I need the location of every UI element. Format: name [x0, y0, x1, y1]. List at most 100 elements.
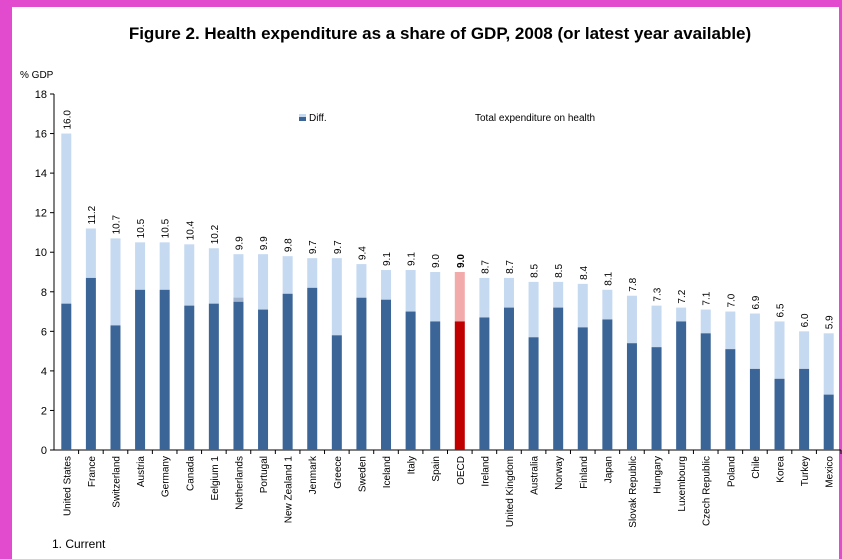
bar-diff-segment	[479, 317, 490, 450]
bar-total-segment	[454, 272, 465, 322]
top-frame-bar	[0, 0, 842, 7]
data-label: 9.4	[357, 246, 368, 260]
bar-total-segment	[331, 258, 342, 336]
category-label: Japan	[603, 456, 614, 483]
category-label: Italy	[407, 456, 418, 474]
bar-diff-segment	[135, 289, 146, 450]
data-label: 6.9	[751, 295, 762, 309]
bar-total-segment	[61, 133, 72, 304]
bar-total-segment	[528, 281, 539, 338]
bar-total-segment	[700, 309, 711, 334]
category-label: Greece	[333, 456, 344, 489]
y-axis-label: % GDP	[20, 70, 54, 81]
data-label: 9.1	[382, 252, 393, 266]
category-label: Hungary	[653, 456, 664, 494]
category-label: OECD	[456, 456, 467, 485]
data-label: 8.7	[480, 260, 491, 274]
bar-total-segment	[307, 258, 318, 288]
category-label: Iceland	[382, 456, 393, 488]
y-tick-label: 18	[35, 89, 47, 101]
category-label: Mexico	[825, 456, 836, 488]
bar-diff-segment	[110, 325, 121, 450]
data-label: 16.0	[62, 110, 73, 130]
bar-diff-segment	[651, 347, 662, 450]
bar-total-segment	[233, 254, 244, 302]
category-label: Finland	[579, 456, 590, 489]
category-label: Slovak Republic	[628, 456, 639, 528]
footnote: 1. Current	[52, 537, 106, 551]
chart-title: Figure 2. Health expenditure as a share …	[128, 24, 752, 43]
category-label: Spain	[431, 456, 442, 482]
category-label: Norway	[554, 456, 565, 490]
bar-diff-segment	[725, 349, 736, 450]
bar-diff-segment	[405, 311, 416, 450]
bar-diff-segment	[430, 321, 441, 450]
bar-total-segment	[799, 331, 810, 369]
data-label: 10.5	[136, 218, 147, 238]
data-label: 8.7	[505, 260, 516, 274]
category-label: Korea	[776, 456, 787, 483]
category-label: Sweden	[357, 456, 368, 492]
data-label: 10.4	[185, 220, 196, 240]
bar-diff-segment	[700, 333, 711, 450]
bar-total-segment	[135, 242, 146, 290]
bar-diff-segment	[159, 289, 170, 450]
legend-swatch-bottom	[299, 117, 306, 121]
category-label: France	[87, 456, 98, 488]
y-tick-label: 6	[41, 326, 47, 338]
bar-total-segment	[208, 248, 219, 304]
bar-total-segment	[479, 277, 490, 318]
data-label: 8.1	[603, 271, 614, 285]
y-tick-label: 0	[41, 445, 47, 457]
bar-total-segment	[749, 313, 760, 369]
data-label: 9.9	[259, 236, 270, 250]
data-label: 6.5	[776, 303, 787, 317]
bar-diff-segment	[258, 309, 269, 450]
bar-total-segment	[553, 281, 564, 308]
category-label: Netherlands	[234, 456, 245, 510]
category-label: Chile	[751, 456, 762, 479]
bar-total-segment	[774, 321, 785, 379]
bar-total-segment	[577, 283, 588, 328]
category-label: Luxembourg	[677, 456, 688, 512]
bar-diff-segment	[307, 287, 318, 450]
legend-label-diff: Diff.	[309, 113, 327, 124]
bar-diff-segment	[676, 321, 687, 450]
data-label: 9.0	[456, 254, 467, 268]
legend-swatch-top	[299, 114, 306, 117]
data-label: 8.4	[579, 266, 590, 280]
category-label: Australia	[530, 456, 541, 495]
data-label: 9.1	[407, 252, 418, 266]
y-tick-label: 2	[41, 405, 47, 417]
bar-diff-segment	[208, 303, 219, 450]
right-frame-bar	[839, 0, 842, 559]
category-label: Ireland	[480, 456, 491, 487]
bar-diff-segment	[356, 297, 367, 450]
y-tick-label: 14	[35, 168, 47, 180]
data-label: 10.5	[161, 218, 172, 238]
bar-diff-segment	[774, 378, 785, 450]
bar-diff-segment	[61, 303, 72, 450]
data-label: 7.3	[653, 287, 664, 301]
bar-diff-segment	[454, 321, 465, 450]
bar-diff-segment	[749, 368, 760, 450]
bar-total-segment	[602, 289, 613, 320]
y-tick-label: 4	[41, 366, 47, 378]
bar-total-segment	[405, 270, 416, 312]
bar-total-segment	[282, 256, 293, 294]
bar-total-segment	[258, 254, 269, 310]
bar-total-segment	[503, 277, 514, 308]
bar-diff-segment	[626, 343, 637, 450]
y-tick-label: 16	[35, 129, 47, 141]
data-label: 7.0	[726, 293, 737, 307]
bar-total-segment	[184, 244, 195, 306]
bar-total-segment	[159, 242, 170, 290]
data-label: 6.0	[800, 313, 811, 327]
data-label: 9.0	[431, 254, 442, 268]
bar-total-segment	[430, 272, 441, 322]
bar-total-segment	[110, 238, 121, 326]
data-label: 9.9	[234, 236, 245, 250]
bar-diff-segment	[503, 307, 514, 450]
category-label: United Kingdom	[505, 456, 516, 527]
